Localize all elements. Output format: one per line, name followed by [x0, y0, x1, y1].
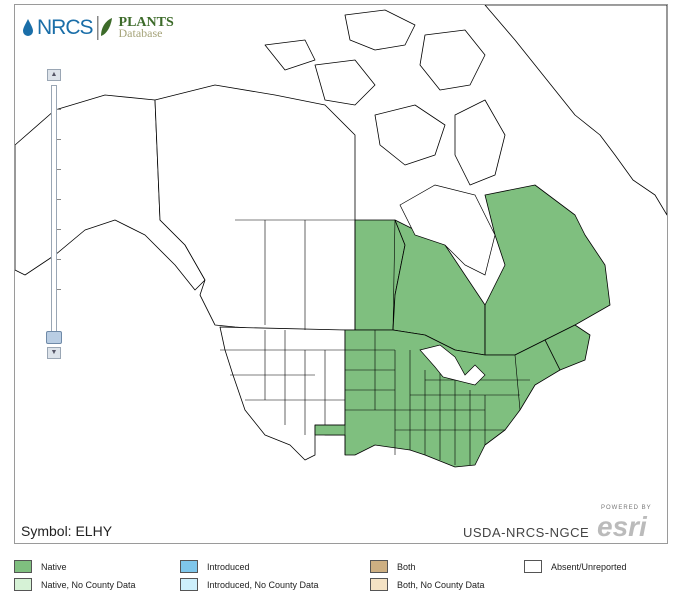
zoom-tick [57, 169, 61, 170]
map-frame[interactable]: NRCS PLANTS Database ▲ ▼ Symbol: ELHY US… [14, 4, 668, 544]
zoom-tick [57, 289, 61, 290]
zoom-thumb[interactable] [46, 331, 62, 344]
database-wordmark: Database [118, 26, 163, 40]
legend-label: Introduced, No County Data [207, 579, 319, 590]
symbol-label: Symbol: ELHY [21, 523, 113, 539]
hudson-bay [399, 184, 496, 276]
zoom-tick [57, 199, 61, 200]
legend-label: Both, No County Data [397, 579, 485, 590]
alaska [15, 94, 206, 291]
legend-item-absent: Absent/Unreported [524, 560, 627, 573]
esri-logo: POWERED BY esri [597, 505, 659, 542]
zoom-tick [57, 139, 61, 140]
legend-item-both: Both [370, 560, 416, 573]
legend-label: Both [397, 561, 416, 572]
leaf-icon [96, 16, 112, 40]
esri-powered-by: POWERED BY [601, 505, 652, 511]
nrcs-wordmark: NRCS [37, 16, 94, 39]
legend-label: Native [41, 561, 67, 572]
legend-swatch [524, 560, 542, 573]
legend-swatch [14, 560, 32, 573]
water-drop-icon [23, 19, 33, 36]
legend-label: Native, No County Data [41, 579, 136, 590]
esri-wordmark: esri [597, 511, 647, 542]
legend-item-both-no-county: Both, No County Data [370, 578, 485, 591]
legend-swatch [180, 560, 198, 573]
zoom-slider[interactable]: ▲ ▼ [46, 69, 63, 359]
arctic-islands [264, 9, 506, 186]
great-lakes [419, 344, 486, 386]
legend-item-introduced: Introduced [180, 560, 250, 573]
zoom-tick [57, 259, 61, 260]
legend-label: Introduced [207, 561, 250, 572]
legend-swatch [180, 578, 198, 591]
legend: Native Introduced Both Absent/Unreported… [14, 560, 674, 600]
legend-item-native: Native [14, 560, 67, 573]
logo: NRCS PLANTS Database [21, 13, 174, 43]
legend-swatch [14, 578, 32, 591]
legend-swatch [370, 560, 388, 573]
map-credit: USDA-NRCS-NGCE [463, 525, 590, 540]
legend-item-native-no-county: Native, No County Data [14, 578, 136, 591]
triangle-down-icon: ▼ [50, 349, 58, 356]
zoom-track[interactable] [51, 85, 57, 333]
region-quebec [484, 184, 611, 356]
zoom-out-button[interactable]: ▼ [47, 347, 61, 359]
zoom-in-button[interactable]: ▲ [47, 69, 61, 81]
legend-label: Absent/Unreported [551, 561, 627, 572]
greenland-landmass [484, 5, 667, 216]
legend-swatch [370, 578, 388, 591]
canada-west [154, 84, 356, 331]
zoom-tick [57, 229, 61, 230]
plants-wordmark: PLANTS [118, 15, 174, 30]
triangle-up-icon: ▲ [50, 71, 58, 78]
distribution-map[interactable] [15, 5, 667, 543]
legend-item-introduced-no-county: Introduced, No County Data [180, 578, 319, 591]
zoom-tick [57, 109, 61, 110]
usa-west [219, 326, 346, 461]
